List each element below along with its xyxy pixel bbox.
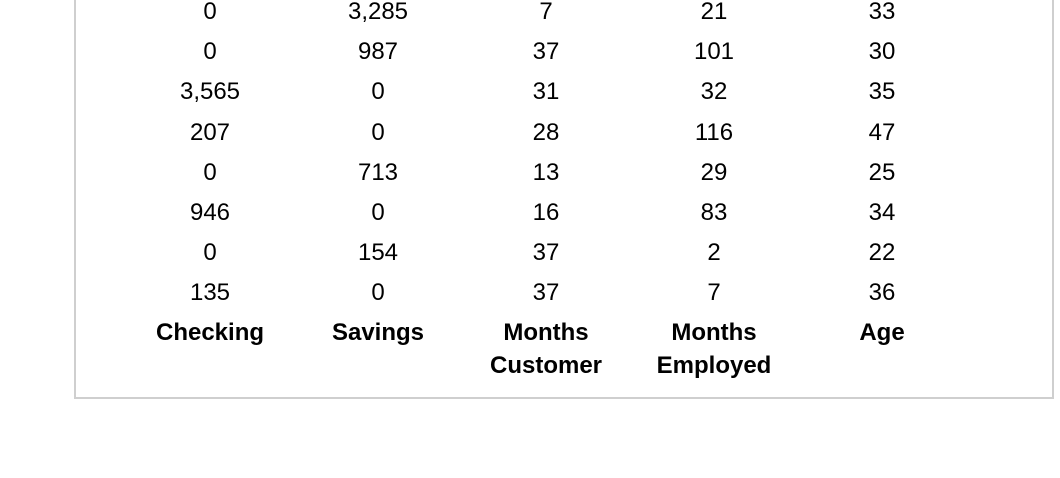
column-header-checking: Checking xyxy=(130,316,290,349)
table-row: 3,565 0 31 32 35 xyxy=(76,78,1056,118)
cell-savings: 0 xyxy=(371,118,385,146)
cell-checking: 0 xyxy=(203,0,217,25)
cell-months-employed: 116 xyxy=(694,118,734,146)
cell-age: 35 xyxy=(868,78,896,106)
cell-months-customer: 16 xyxy=(532,199,560,226)
cell-savings: 0 xyxy=(371,78,385,106)
cell-savings: 0 xyxy=(371,279,385,307)
table-row: 207 0 28 116 47 xyxy=(76,119,1056,159)
cell-savings: 3,285 xyxy=(347,0,409,25)
cell-months-customer: 37 xyxy=(532,38,560,66)
cell-age: 30 xyxy=(868,38,896,66)
cell-months-employed: 2 xyxy=(707,239,721,267)
cell-checking: 3,565 xyxy=(179,78,241,106)
cell-checking: 135 xyxy=(189,279,231,307)
column-header-line: Age xyxy=(859,319,905,346)
column-header-savings: Savings xyxy=(298,316,458,349)
column-header-line: Months xyxy=(503,319,589,346)
column-header-line: Customer xyxy=(489,352,603,379)
table-row: 0 154 37 2 22 xyxy=(76,239,1056,279)
cell-checking: 0 xyxy=(203,239,217,267)
column-header-line: Employed xyxy=(656,352,772,379)
cell-months-employed: 32 xyxy=(700,78,728,106)
table-row: 0 987 37 101 30 xyxy=(76,38,1056,78)
cell-months-employed: 101 xyxy=(693,38,735,66)
table-row: 946 0 16 83 34 xyxy=(76,199,1056,239)
cell-age: 47 xyxy=(868,118,896,146)
table-row: 135 0 37 7 36 xyxy=(76,279,1056,319)
cell-months-customer: 28 xyxy=(532,118,560,146)
column-header-line: Savings xyxy=(331,319,425,346)
cell-age: 25 xyxy=(868,158,896,186)
cell-checking: 946 xyxy=(189,199,231,226)
cell-months-customer: 13 xyxy=(532,158,560,186)
cell-checking: 207 xyxy=(189,118,231,146)
cell-months-customer: 31 xyxy=(532,78,560,106)
cell-age: 22 xyxy=(868,239,896,267)
cell-savings: 713 xyxy=(357,158,399,186)
cell-savings: 0 xyxy=(371,199,385,226)
cell-months-customer: 7 xyxy=(539,0,553,25)
table-row: 0 713 13 29 25 xyxy=(76,159,1056,199)
cell-months-customer: 37 xyxy=(532,239,560,267)
cell-months-employed: 29 xyxy=(700,158,728,186)
column-header-line: Months xyxy=(671,319,757,346)
column-header-line: Checking xyxy=(155,319,265,346)
cell-age: 34 xyxy=(868,199,896,226)
cell-age: 36 xyxy=(868,279,896,307)
column-header-months-employed: Months Employed xyxy=(634,316,794,382)
column-header-months-customer: Months Customer xyxy=(466,316,626,382)
cell-age: 33 xyxy=(868,0,896,25)
cell-months-employed: 7 xyxy=(707,279,721,307)
cell-months-employed: 21 xyxy=(700,0,728,25)
data-table-panel: 0 3,285 7 21 33 0 987 37 101 30 3,565 0 31 32 35 207 0 28… xyxy=(74,0,1054,399)
cell-savings: 987 xyxy=(357,38,399,66)
cell-checking: 0 xyxy=(203,158,217,186)
cell-checking: 0 xyxy=(203,38,217,66)
cell-savings: 154 xyxy=(357,239,399,267)
cell-months-employed: 83 xyxy=(700,199,728,226)
column-header-age: Age xyxy=(802,316,962,349)
cell-months-customer: 37 xyxy=(532,279,560,307)
table-row: 0 3,285 7 21 33 xyxy=(76,0,1056,38)
